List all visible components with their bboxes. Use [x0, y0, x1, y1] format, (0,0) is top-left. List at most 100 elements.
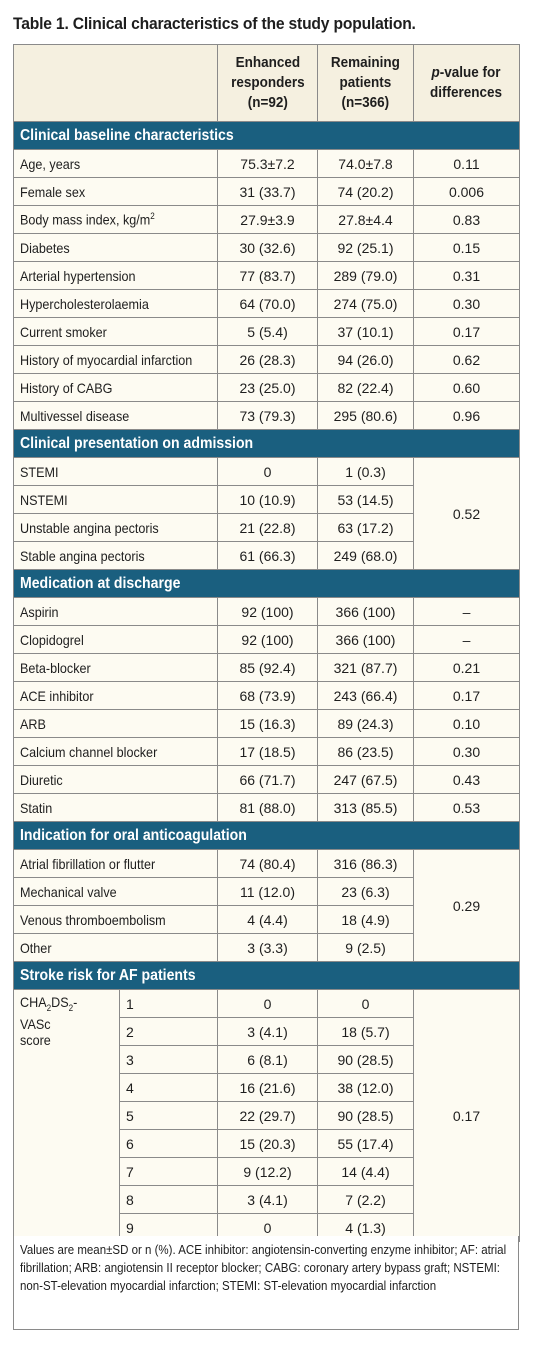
- table-row: Hypercholesterolaemia 64 (70.0) 274 (75.…: [13, 289, 520, 318]
- table-cell: –: [413, 597, 520, 626]
- table-cell: 0.30: [413, 289, 520, 318]
- table-cell: 289 (79.0): [317, 261, 414, 290]
- table-cell: Arterial hypertension: [13, 261, 218, 290]
- table-cell: 9 (2.5): [317, 933, 414, 962]
- table-cell: 0.53: [413, 793, 520, 822]
- table-cell: 30 (32.6): [217, 233, 318, 262]
- table-cell: Multivessel disease: [13, 401, 218, 430]
- header-row: Enhanced responders (n=92) Remaining patien…: [13, 44, 520, 122]
- table-cell: 77 (83.7): [217, 261, 318, 290]
- table-cell: 68 (73.9): [217, 681, 318, 710]
- table-title: Table 1. Clinical characteristics of the…: [13, 14, 416, 33]
- table-cell: 295 (80.6): [317, 401, 414, 430]
- table-cell: 3 (3.3): [217, 933, 318, 962]
- table-cell: 7 (2.2): [317, 1185, 414, 1214]
- table-cell: 6 (8.1): [217, 1045, 318, 1074]
- table-cell: Clopidogrel: [13, 625, 218, 654]
- header-p-value: p-value for differences: [413, 44, 520, 122]
- table-cell: 53 (14.5): [317, 485, 414, 514]
- table-cell: 3 (4.1): [217, 1017, 318, 1046]
- score-label: CHA2DS2-VASc score: [13, 989, 120, 1242]
- table-row: Venous thromboembolism 4 (4.4) 18 (4.9): [13, 905, 520, 934]
- table-cell: Current smoker: [13, 317, 218, 346]
- table-cell: 0.006: [413, 177, 520, 206]
- section-header-presentation: Clinical presentation on admission: [13, 429, 520, 458]
- table-row: Female sex 31 (33.7) 74 (20.2) 0.006: [13, 177, 520, 206]
- table-row: 5 22 (29.7) 90 (28.5): [14, 1101, 520, 1130]
- header-remaining-patients: Remaining patients (n=366): [317, 44, 414, 122]
- table-cell: 0.15: [413, 233, 520, 262]
- table-cell: 66 (71.7): [217, 765, 318, 794]
- table-cell: 86 (23.5): [317, 737, 414, 766]
- table-cell: Diuretic: [13, 765, 218, 794]
- table-cell: 81 (88.0): [217, 793, 318, 822]
- table-cell: 27.9±3.9: [217, 205, 318, 234]
- table-row: Body mass index, kg/m2 27.9±3.9 27.8±4.4…: [13, 205, 520, 234]
- table-cell: 15 (20.3): [217, 1129, 318, 1158]
- table-cell: –: [413, 625, 520, 654]
- table-cell: 64 (70.0): [217, 289, 318, 318]
- table-cell: 1: [119, 989, 218, 1018]
- table-cell: 11 (12.0): [217, 877, 318, 906]
- table-cell: Beta-blocker: [13, 653, 218, 682]
- table-cell: 366 (100): [317, 625, 414, 654]
- table-cell: 75.3±7.2: [217, 149, 318, 178]
- table-cell: 247 (67.5): [317, 765, 414, 794]
- table-cell: 8: [119, 1185, 218, 1214]
- table-cell: ARB: [13, 709, 218, 738]
- table-cell: 0.21: [413, 653, 520, 682]
- table-cell: Statin: [13, 793, 218, 822]
- table-cell: NSTEMI: [13, 485, 218, 514]
- table-cell: Diabetes: [13, 233, 218, 262]
- table-cell: 92 (100): [217, 625, 318, 654]
- table-row: Diuretic 66 (71.7) 247 (67.5) 0.43: [13, 765, 520, 794]
- presentation-p-value: 0.52: [413, 457, 520, 570]
- header-blank-cell: [13, 44, 218, 122]
- table-row: Arterial hypertension 77 (83.7) 289 (79.…: [13, 261, 520, 290]
- table-cell: Venous thromboembolism: [13, 905, 218, 934]
- table-cell: 10 (10.9): [217, 485, 318, 514]
- table-cell: 0.11: [413, 149, 520, 178]
- table-row: Diabetes 30 (32.6) 92 (25.1) 0.15: [13, 233, 520, 262]
- table-cell: 82 (22.4): [317, 373, 414, 402]
- section-header-medication: Medication at discharge: [13, 569, 520, 598]
- table-row: 6 15 (20.3) 55 (17.4): [14, 1129, 520, 1158]
- table-cell: 31 (33.7): [217, 177, 318, 206]
- table-cell: Body mass index, kg/m2: [13, 205, 218, 234]
- table-row: Clopidogrel 92 (100) 366 (100) –: [13, 625, 520, 654]
- section-header-anticoagulation: Indication for oral anticoagulation: [13, 821, 520, 850]
- table-cell: 85 (92.4): [217, 653, 318, 682]
- table-cell: 9 (12.2): [217, 1157, 318, 1186]
- table-cell: 37 (10.1): [317, 317, 414, 346]
- table-row: Beta-blocker 85 (92.4) 321 (87.7) 0.21: [13, 653, 520, 682]
- table-cell: 27.8±4.4: [317, 205, 414, 234]
- table-row: Age, years 75.3±7.2 74.0±7.8 0.11: [13, 149, 520, 178]
- table-cell: 63 (17.2): [317, 513, 414, 542]
- table-cell: 92 (100): [217, 597, 318, 626]
- table-cell: 21 (22.8): [217, 513, 318, 542]
- table-row: Aspirin 92 (100) 366 (100) –: [13, 597, 520, 626]
- table-cell: 0: [217, 989, 318, 1018]
- table-cell: Clinical baseline characteristics: [13, 121, 520, 150]
- table-cell: 5 (5.4): [217, 317, 318, 346]
- table-cell: STEMI: [13, 457, 218, 486]
- table-cell: 0.62: [413, 345, 520, 374]
- table-cell: 316 (86.3): [317, 849, 414, 878]
- table-row: Mechanical valve 11 (12.0) 23 (6.3): [13, 877, 520, 906]
- table-cell: 55 (17.4): [317, 1129, 414, 1158]
- table-cell: Atrial fibrillation or flutter: [13, 849, 218, 878]
- table-cell: Female sex: [13, 177, 218, 206]
- table-cell: 0.60: [413, 373, 520, 402]
- table-row: Stable angina pectoris 61 (66.3) 249 (68…: [13, 541, 520, 570]
- table-row: 4 16 (21.6) 38 (12.0): [14, 1073, 520, 1102]
- table-cell: 18 (5.7): [317, 1017, 414, 1046]
- table-cell: 4 (4.4): [217, 905, 318, 934]
- table-cell: 0.83: [413, 205, 520, 234]
- table-cell: Other: [13, 933, 218, 962]
- table-cell: 74 (80.4): [217, 849, 318, 878]
- table-cell: 15 (16.3): [217, 709, 318, 738]
- table-cell: Indication for oral anticoagulation: [13, 821, 520, 850]
- table-row: Statin 81 (88.0) 313 (85.5) 0.53: [13, 793, 520, 822]
- table-row: STEMI 0 1 (0.3) 0.52: [13, 457, 520, 570]
